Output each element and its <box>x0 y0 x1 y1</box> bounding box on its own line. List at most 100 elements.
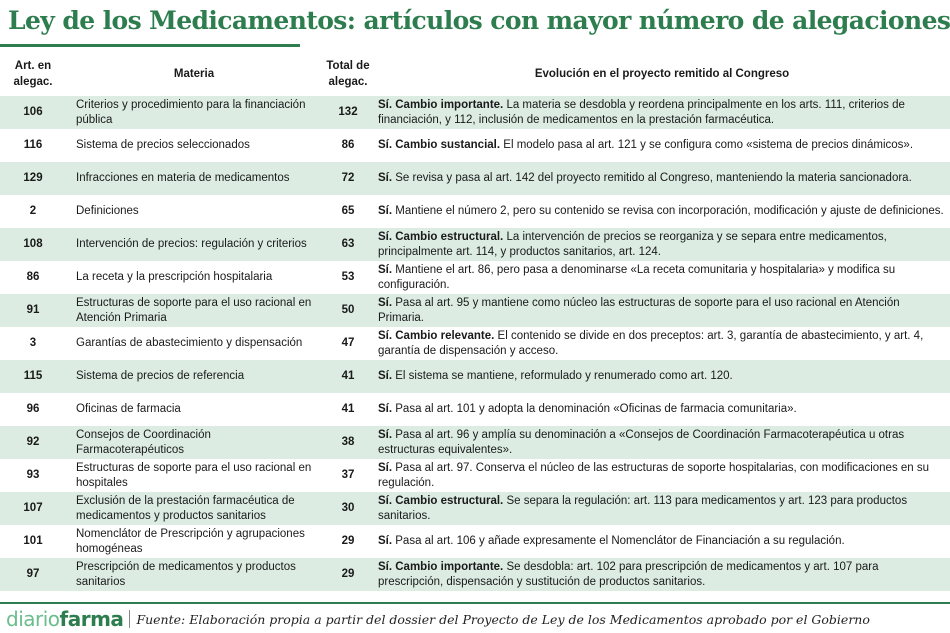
cell-evolucion: Sí. Pasa al art. 106 y añade expresament… <box>374 525 950 558</box>
table-row: 93 Estructuras de soporte para el uso rac… <box>0 459 950 492</box>
cell-total: 29 <box>341 535 355 548</box>
page-title: Ley de los Medicamentos: artículos con m… <box>8 6 950 35</box>
table-row: 108 Intervención de precios: regulación y… <box>0 228 950 261</box>
cell-materia: La receta y la prescripción hospitalaria <box>76 271 273 284</box>
cell-materia: Estructuras de soporte para el uso racio… <box>76 462 312 489</box>
cell-evolucion: Sí. El sistema se mantiene, reformulado … <box>374 360 950 393</box>
cell-evolucion: Sí. Cambio relevante. El contenido se di… <box>374 327 950 360</box>
evolucion-detail: Pasa al art. 96 y amplía su denominación… <box>378 429 905 456</box>
table-row: 91 Estructuras de soporte para el uso rac… <box>0 294 950 327</box>
cell-evolucion: Sí. Cambio sustancial. El modelo pasa al… <box>374 129 950 162</box>
evolucion-detail: La intervención de precios se reorganiza… <box>378 231 887 258</box>
evolucion-detail: Mantiene el número 2, pero su contenido … <box>392 205 944 218</box>
cell-total: 37 <box>341 469 355 482</box>
cell-total: 29 <box>322 558 374 591</box>
logo-diario: diario <box>6 607 60 631</box>
evolucion-verdict: Sí. <box>378 205 393 218</box>
cell-evolucion: Sí. Mantiene el número 2, pero su conten… <box>374 195 950 228</box>
cell-materia: Infracciones en materia de medicamentos <box>66 162 322 195</box>
cell-art: 92 <box>0 426 66 459</box>
table-row: 106 Criterios y procedimiento para la fin… <box>0 96 950 129</box>
table-row: 101 Nomenclátor de Prescripción y agrupac… <box>0 525 950 558</box>
cell-materia: Intervención de precios: regulación y cr… <box>66 228 322 261</box>
table-row: 115 Sistema de precios de referencia 41 Sí.… <box>0 360 950 393</box>
evolucion-verdict: Sí. Cambio relevante. <box>378 330 495 342</box>
evolucion-detail: El sistema se mantiene, reformulado y re… <box>392 370 733 383</box>
cell-evolucion: Sí. Cambio estructural. La intervención … <box>374 228 950 261</box>
cell-evolucion: Sí. Mantiene el art. 86, pero pasa a den… <box>374 261 950 294</box>
evolucion-detail: Pasa al art. 106 y añade expresamente el… <box>392 535 845 548</box>
table-row: 92 Consejos de Coordinación Farmacoterapé… <box>0 426 950 459</box>
evolucion-detail: Se desdobla: art. 102 para prescripción … <box>378 561 879 588</box>
cell-evolucion: Sí. Pasa al art. 101 y adopta la denomin… <box>374 393 950 426</box>
cell-art: 3 <box>29 337 37 350</box>
table-row: 3 Garantías de abastecimiento y dispensac… <box>0 327 950 360</box>
articles-table-container: Art. en alegac. Materia Total de alegac.… <box>0 52 950 591</box>
table-row: 116 Sistema de precios seleccionados 86 Sí.… <box>0 129 950 162</box>
cell-evolucion: Sí. Cambio importante. Se desdobla: art.… <box>374 558 950 591</box>
cell-art: 96 <box>26 403 40 416</box>
source-note: Fuente: Elaboración propia a partir del … <box>136 611 870 627</box>
cell-art: 86 <box>26 271 40 284</box>
cell-total: 63 <box>322 228 374 261</box>
evolucion-verdict: Sí. <box>378 370 393 383</box>
title-underline <box>0 44 300 47</box>
cell-materia: Sistema de precios de referencia <box>66 360 322 393</box>
cell-materia: Sistema de precios seleccionados <box>76 139 250 152</box>
footer: diariofarma Fuente: Elaboración propia a… <box>6 608 870 630</box>
footer-divider <box>129 610 131 628</box>
cell-art: 93 <box>26 469 40 482</box>
evolucion-verdict: Sí. <box>378 535 393 548</box>
articles-table: Art. en alegac. Materia Total de alegac.… <box>0 52 950 591</box>
header-total: Total de alegac. <box>326 60 370 88</box>
evolucion-verdict: Sí. Cambio estructural. <box>378 231 504 243</box>
evolucion-detail: Pasa al art. 95 y mantiene como núcleo l… <box>378 297 900 324</box>
cell-materia: Garantías de abastecimiento y dispensaci… <box>76 337 303 350</box>
cell-total: 53 <box>341 271 355 284</box>
cell-total: 72 <box>322 162 374 195</box>
evolucion-detail: La materia se desdobla y reordena princi… <box>378 99 905 126</box>
evolucion-detail: Pasa al art. 101 y adopta la denominació… <box>392 403 797 416</box>
cell-total: 132 <box>322 96 374 129</box>
cell-materia: Criterios y procedimiento para la financ… <box>66 96 322 129</box>
cell-materia: Nomenclátor de Prescripción y agrupacion… <box>76 528 305 555</box>
table-header-row: Art. en alegac. Materia Total de alegac.… <box>0 52 950 96</box>
evolucion-detail: El modelo pasa al art. 121 y se configur… <box>500 139 914 152</box>
table-row: 129 Infracciones en materia de medicament… <box>0 162 950 195</box>
footer-rule <box>0 602 950 604</box>
table-row: 107 Exclusión de la prestación farmacéuti… <box>0 492 950 525</box>
cell-total: 65 <box>341 205 355 218</box>
diariofarma-logo: diariofarma <box>6 607 124 631</box>
cell-art: 97 <box>0 558 66 591</box>
cell-art: 2 <box>29 205 37 218</box>
cell-materia: Estructuras de soporte para el uso racio… <box>66 294 322 327</box>
cell-evolucion: Sí. Se revisa y pasa al art. 142 del pro… <box>374 162 950 195</box>
evolucion-verdict: Sí. <box>378 429 393 441</box>
evolucion-verdict: Sí. <box>378 264 393 276</box>
evolucion-verdict: Sí. Cambio importante. <box>378 561 504 573</box>
evolucion-verdict: Sí. <box>378 172 393 185</box>
evolucion-verdict: Sí. <box>378 403 393 416</box>
table-body: 106 Criterios y procedimiento para la fin… <box>0 96 950 591</box>
cell-materia: Exclusión de la prestación farmacéutica … <box>66 492 322 525</box>
cell-materia: Definiciones <box>76 205 139 218</box>
cell-total: 38 <box>322 426 374 459</box>
cell-materia: Prescripción de medicamentos y productos… <box>66 558 322 591</box>
header-evolucion: Evolución en el proyecto remitido al Con… <box>534 68 790 80</box>
evolucion-verdict: Sí. Cambio sustancial. <box>378 139 501 152</box>
table-row: 97 Prescripción de medicamentos y product… <box>0 558 950 591</box>
cell-evolucion: Sí. Cambio estructural. Se separa la reg… <box>374 492 950 525</box>
table-row: 2 Definiciones 65 Sí. Mantiene el número 2,… <box>0 195 950 228</box>
cell-total: 86 <box>341 139 355 152</box>
header-materia: Materia <box>173 68 215 80</box>
cell-evolucion: Sí. Pasa al art. 95 y mantiene como núcl… <box>374 294 950 327</box>
cell-total: 30 <box>322 492 374 525</box>
header-art: Art. en alegac. <box>13 60 53 88</box>
cell-evolucion: Sí. Cambio importante. La materia se des… <box>374 96 950 129</box>
cell-evolucion: Sí. Pasa al art. 96 y amplía su denomina… <box>374 426 950 459</box>
table-row: 96 Oficinas de farmacia 41 Sí. Pasa al art.… <box>0 393 950 426</box>
cell-art: 129 <box>0 162 66 195</box>
evolucion-verdict: Sí. Cambio estructural. <box>378 495 504 507</box>
table-row: 86 La receta y la prescripción hospitalar… <box>0 261 950 294</box>
evolucion-verdict: Sí. <box>378 297 393 309</box>
